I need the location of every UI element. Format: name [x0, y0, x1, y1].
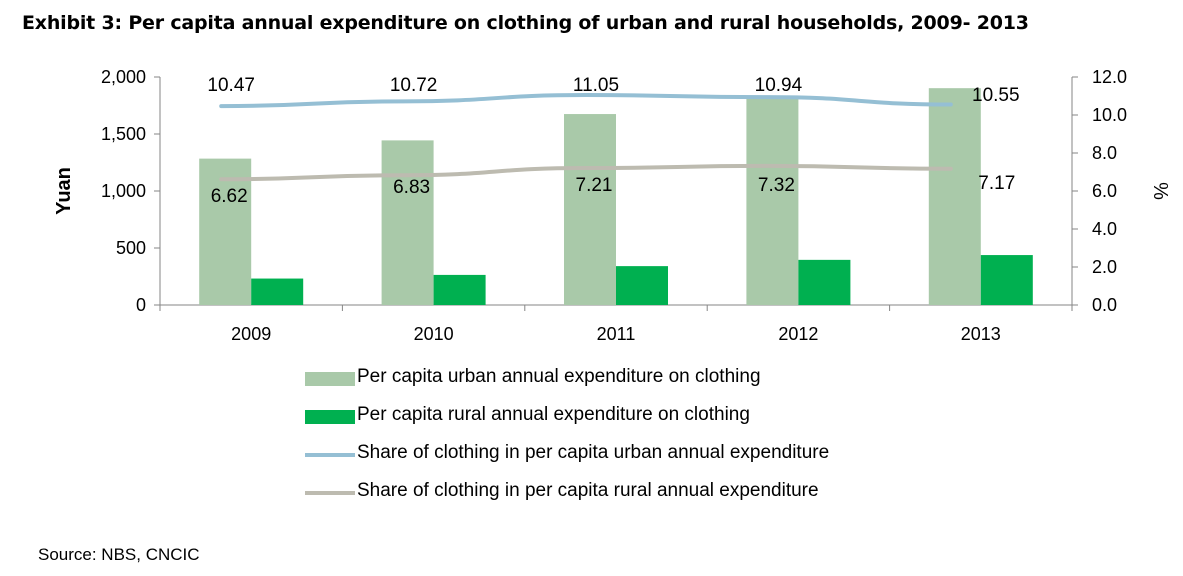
legend-label-urban-line: Share of clothing in per capita urban an…	[357, 442, 830, 463]
legend-swatch-rural-bar	[305, 410, 355, 424]
urban-share-label-2010: 10.72	[390, 75, 438, 96]
chart-title: Exhibit 3: Per capita annual expenditure…	[22, 12, 1029, 34]
urban-share-label-2011: 11.05	[573, 75, 619, 96]
legend-item-rural-line: Share of clothing in per capita rural an…	[305, 480, 945, 518]
x-tick-label: 2013	[961, 324, 1001, 344]
legend-item-urban-bar: Per capita urban annual expenditure on c…	[305, 366, 945, 404]
y-right-tick-label: 6.0	[1092, 181, 1117, 201]
urban-share-label-2013: 10.55	[972, 85, 1020, 106]
legend-label-rural-bar: Per capita rural annual expenditure on c…	[357, 404, 750, 425]
bar-urban-2013	[928, 88, 981, 305]
x-tick-label: 2009	[231, 324, 271, 344]
y-left-axis-title: Yuan	[53, 167, 75, 215]
rural-share-label-2013: 7.17	[978, 173, 1015, 194]
rural-share-label-2011: 7.21	[576, 175, 613, 196]
y-left-tick-label: 1,500	[101, 124, 146, 144]
bar-urban-2010	[381, 140, 434, 305]
bar-rural-2012	[798, 259, 851, 305]
rural-share-label-2009: 6.62	[211, 186, 248, 207]
bar-urban-2012	[746, 97, 799, 305]
x-tick-label: 2011	[597, 324, 636, 344]
y-right-tick-label: 8.0	[1092, 143, 1117, 163]
x-tick-label: 2010	[414, 324, 454, 344]
line-rural-share	[219, 163, 953, 182]
y-right-tick-label: 0.0	[1092, 295, 1117, 315]
y-right-axis-title: %	[1149, 182, 1171, 200]
source-note: Source: NBS, CNCIC	[38, 545, 200, 564]
legend-label-rural-line: Share of clothing in per capita rural an…	[357, 480, 819, 501]
rural-share-label-2010: 6.83	[393, 177, 430, 198]
bar-rural-2011	[616, 266, 668, 305]
y-right-tick-label: 2.0	[1092, 257, 1117, 277]
x-tick-label: 2012	[778, 324, 818, 344]
rural-share-label-2012: 7.32	[758, 175, 795, 196]
urban-share-label-2009: 10.47	[207, 75, 255, 96]
y-left-tick-label: 500	[116, 238, 146, 258]
bar-rural-2013	[980, 255, 1033, 305]
legend-label-urban-bar: Per capita urban annual expenditure on c…	[357, 366, 761, 387]
legend: Per capita urban annual expenditure on c…	[305, 366, 945, 518]
bar-rural-2010	[433, 274, 486, 305]
legend-swatch-rural-line	[305, 491, 355, 495]
legend-item-rural-bar: Per capita rural annual expenditure on c…	[305, 404, 945, 442]
legend-item-urban-line: Share of clothing in per capita urban an…	[305, 442, 945, 480]
y-left-tick-label: 2,000	[101, 67, 146, 87]
y-right-tick-label: 4.0	[1092, 219, 1117, 239]
y-left-tick-label: 0	[136, 295, 146, 315]
chart-plot: 0 500 1,000 1,500 2,000 0.0 2.0 4.0 6.0 8.0 10.0 12…	[53, 67, 1171, 344]
y-left-tick-label: 1,000	[101, 181, 146, 201]
y-right-tick-label: 12.0	[1092, 67, 1127, 87]
y-right-tick-label: 10.0	[1092, 105, 1127, 125]
legend-swatch-urban-bar	[305, 372, 355, 386]
urban-share-label-2012: 10.94	[755, 75, 803, 96]
line-urban-share	[219, 93, 953, 109]
bar-urban-2011	[564, 114, 616, 305]
legend-swatch-urban-line	[305, 453, 355, 457]
bar-urban-2009	[199, 158, 252, 305]
bar-rural-2009	[251, 278, 304, 305]
